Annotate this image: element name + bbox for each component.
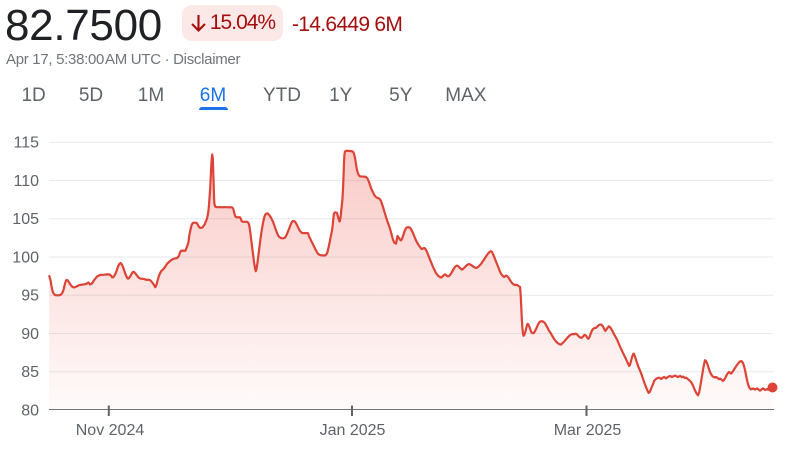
- svg-text:80: 80: [21, 403, 39, 420]
- svg-text:115: 115: [13, 135, 39, 152]
- svg-text:95: 95: [21, 288, 39, 305]
- svg-text:Jan 2025: Jan 2025: [320, 422, 386, 439]
- svg-text:105: 105: [12, 211, 39, 228]
- svg-text:90: 90: [21, 326, 39, 343]
- svg-text:85: 85: [21, 364, 39, 381]
- svg-text:Mar 2025: Mar 2025: [554, 422, 622, 439]
- svg-text:100: 100: [12, 250, 39, 267]
- svg-text:110: 110: [13, 173, 39, 190]
- svg-text:Nov 2024: Nov 2024: [76, 422, 145, 439]
